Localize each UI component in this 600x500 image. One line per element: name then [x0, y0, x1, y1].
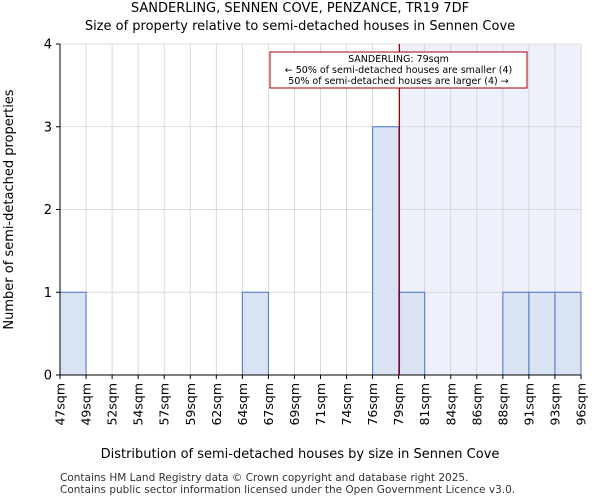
x-tick-label: 59sqm: [183, 383, 198, 426]
y-tick-label: 1: [44, 286, 52, 301]
x-tick-label: 96sqm: [574, 383, 589, 426]
x-tick-label: 62sqm: [209, 383, 224, 426]
x-tick-label: 81sqm: [417, 383, 432, 426]
x-tick-label: 64sqm: [235, 383, 250, 426]
x-tick-label: 52sqm: [105, 383, 120, 426]
y-axis-label: Number of semi-detached properties: [2, 89, 17, 329]
x-tick-label: 86sqm: [469, 383, 484, 426]
y-tick-label: 2: [44, 203, 52, 218]
histogram-bar: [241, 291, 269, 376]
footer-copyright: Contains HM Land Registry data © Crown c…: [60, 472, 469, 484]
x-tick-label: 84sqm: [443, 383, 458, 426]
histogram-bar: [528, 291, 556, 376]
x-tick-label: 76sqm: [365, 383, 380, 426]
chart-title: Size of property relative to semi-detach…: [84, 19, 516, 34]
x-tick-label: 67sqm: [261, 383, 276, 426]
histogram-bar: [372, 126, 400, 376]
histogram-bar: [502, 291, 530, 376]
histogram-bar: [554, 291, 582, 376]
x-tick-label: 54sqm: [131, 383, 146, 426]
annotation-line: SANDERLING: 79sqm: [348, 54, 449, 65]
x-tick-label: 47sqm: [53, 383, 68, 426]
histogram-bar: [59, 291, 87, 376]
x-tick-label: 57sqm: [157, 383, 172, 426]
annotation-line: 50% of semi-detached houses are larger (…: [288, 76, 508, 87]
histogram-bar: [398, 291, 426, 376]
x-tick-label: 69sqm: [287, 383, 302, 426]
x-tick-label: 49sqm: [79, 383, 94, 426]
x-tick-label: 93sqm: [547, 383, 562, 426]
x-tick-label: 74sqm: [339, 383, 354, 426]
annotation-line: ← 50% of semi-detached houses are smalle…: [285, 65, 513, 76]
y-tick-label: 0: [44, 369, 52, 384]
annotation-box: [269, 51, 528, 89]
y-tick-label: 4: [44, 38, 52, 53]
chart-title-address: SANDERLING, SENNEN COVE, PENZANCE, TR19 …: [130, 1, 470, 16]
x-axis-label: Distribution of semi-detached houses by …: [101, 447, 500, 462]
y-tick-label: 3: [44, 120, 52, 135]
footer-licence: Contains public sector information licen…: [60, 484, 516, 496]
x-tick-label: 71sqm: [313, 383, 328, 426]
x-tick-label: 88sqm: [495, 383, 510, 426]
x-tick-label: 91sqm: [521, 383, 536, 426]
x-tick-label: 79sqm: [391, 383, 406, 426]
